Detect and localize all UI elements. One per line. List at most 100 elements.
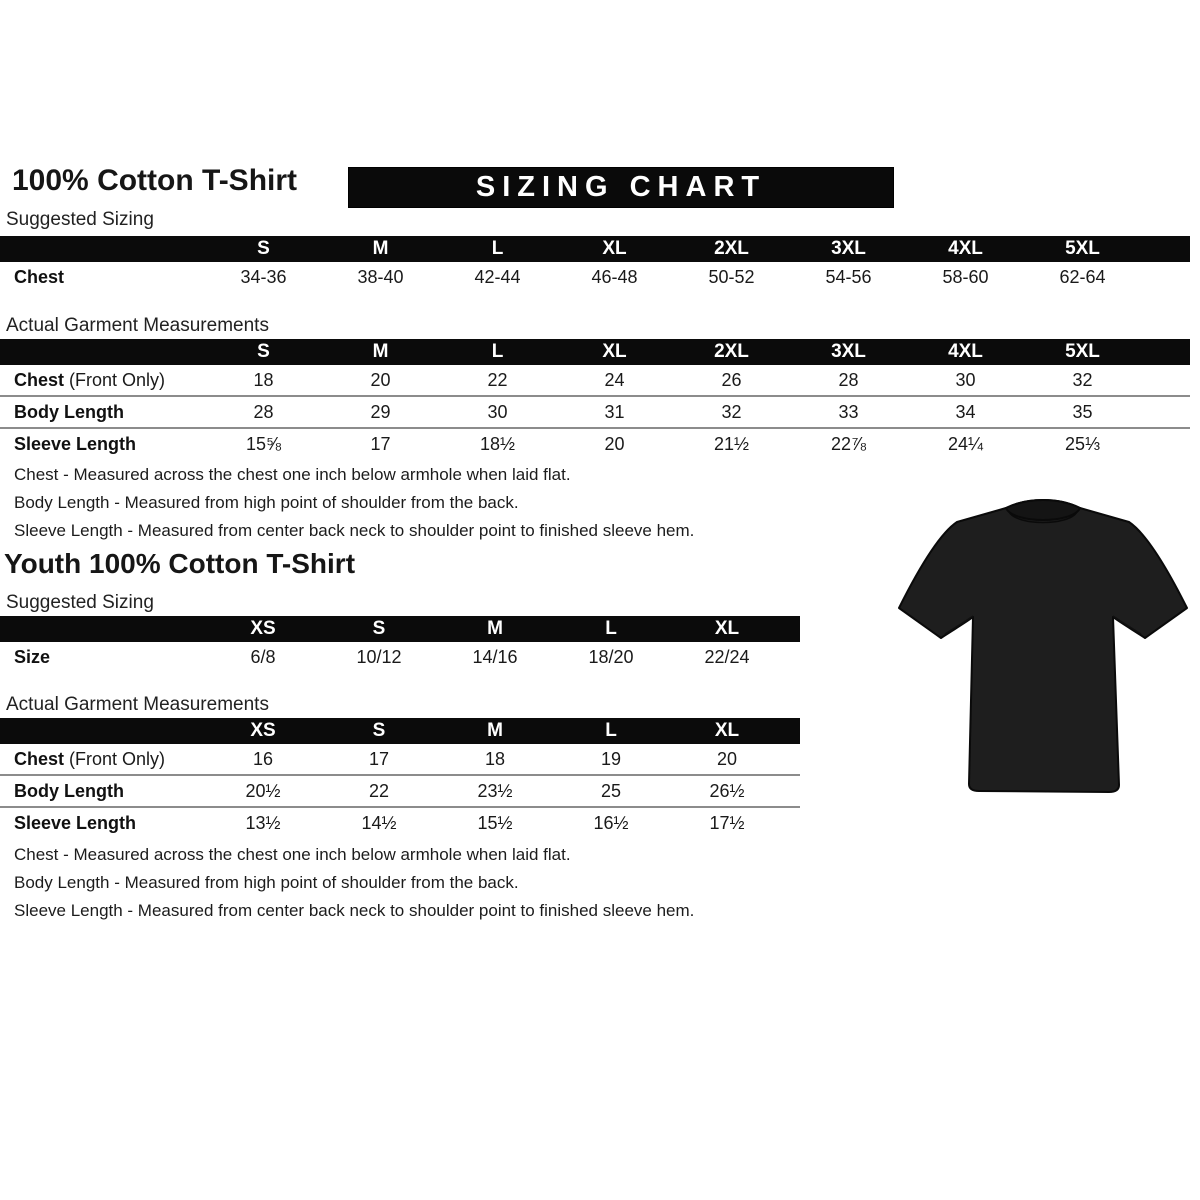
measurement-cell: 6/8: [250, 646, 276, 667]
spacer-cell: [785, 642, 800, 672]
size-column-header: S: [205, 236, 322, 262]
size-column-header: L: [553, 718, 669, 744]
youth-measurement-notes: Chest - Measured across the chest one in…: [14, 841, 694, 925]
measurement-cell: 26½: [669, 774, 785, 807]
youth-suggested-sizing-table: XS S M L XL Size 6/8 10/12 14/16 18/20 22/24: [0, 616, 800, 672]
measurement-cell: 17½: [669, 806, 785, 838]
measurement-cell: 25: [553, 774, 669, 807]
measurement-cell: 38-40: [357, 266, 404, 287]
measurement-cell: 20½: [205, 774, 321, 807]
size-column-header: 5XL: [1024, 236, 1141, 262]
row-label: Chest (Front Only): [14, 748, 166, 769]
spacer-cell: [1141, 365, 1190, 396]
tshirt-left-sleeve-seam: [944, 615, 974, 635]
measurement-cell: 32: [1072, 369, 1093, 390]
tshirt-silhouette: [898, 499, 1188, 793]
tshirt-graphic: [898, 498, 1188, 793]
measurement-cell: 21½: [673, 427, 790, 459]
measurement-cell: 30: [439, 395, 556, 428]
row-label: Size: [14, 646, 51, 667]
measurement-cell: 13½: [205, 806, 321, 838]
measurement-cell: 50-52: [708, 266, 755, 287]
row-label-column-header: [0, 718, 205, 744]
spacer-cell: [785, 718, 800, 744]
tshirt-collar: [1004, 498, 1082, 521]
measurement-cell: 31: [556, 395, 673, 428]
measurement-row: Chest 34-36 38-40 42-44 46-48 50-52 54-56 58-60…: [0, 262, 1190, 292]
adult-measurement-notes: Chest - Measured across the chest one in…: [14, 461, 694, 545]
measurement-cell: 24: [604, 369, 625, 390]
spacer-cell: [1141, 395, 1190, 428]
measurement-cell: 35: [1024, 395, 1141, 428]
row-label: Body Length: [0, 774, 205, 807]
row-label-column-header: [0, 339, 205, 365]
youth-suggested-sizing-label: Suggested Sizing: [6, 592, 154, 613]
size-column-header: 2XL: [673, 236, 790, 262]
size-column-header: M: [437, 718, 553, 744]
adult-suggested-sizing-table: S M L XL 2XL 3XL 4XL 5XL Chest 34-36 38-40 42-44 46-…: [0, 236, 1190, 292]
measurement-note: Body Length - Measured from high point o…: [14, 493, 519, 512]
size-column-header: XL: [669, 616, 785, 642]
measurement-cell: 24¼: [907, 427, 1024, 459]
measurement-cell: 17: [322, 427, 439, 459]
adult-actual-measurements-table: S M L XL 2XL 3XL 4XL 5XL Chest (Front Only) 18 20 2…: [0, 339, 1190, 459]
measurement-cell: 18½: [439, 427, 556, 459]
size-column-header: 5XL: [1024, 339, 1141, 365]
measurement-cell: 29: [322, 395, 439, 428]
youth-section-title: Youth 100% Cotton T-Shirt: [4, 548, 356, 579]
measurement-note: Chest - Measured across the chest one in…: [14, 465, 571, 484]
measurement-cell: 34: [907, 395, 1024, 428]
measurement-cell: 22: [321, 774, 437, 807]
adult-suggested-sizing-label: Suggested Sizing: [6, 209, 154, 230]
measurement-cell: 26: [721, 369, 742, 390]
size-column-header: XS: [205, 616, 321, 642]
measurement-cell: 46-48: [591, 266, 638, 287]
tshirt-collar-seam: [1008, 511, 1078, 524]
size-column-header: M: [322, 339, 439, 365]
spacer-cell: [1141, 262, 1190, 292]
measurement-cell: 14/16: [472, 646, 518, 667]
measurement-cell: 58-60: [942, 266, 989, 287]
size-column-header: S: [205, 339, 322, 365]
measurement-cell: 22⅞: [790, 427, 907, 459]
measurement-note: Chest - Measured across the chest one in…: [14, 845, 571, 864]
spacer-cell: [785, 744, 800, 775]
measurement-row: Body Length 20½ 22 23½ 25 26½: [0, 774, 800, 807]
size-column-header: M: [322, 236, 439, 262]
tshirt-right-sleeve-seam: [1112, 615, 1142, 635]
measurement-cell: 18/20: [588, 646, 634, 667]
measurement-cell: 28: [205, 395, 322, 428]
size-column-header: XL: [556, 339, 673, 365]
spacer-cell: [785, 616, 800, 642]
size-column-header: XL: [556, 236, 673, 262]
measurement-row: Sleeve Length 13½ 14½ 15½ 16½ 17½: [0, 806, 800, 838]
size-column-header: L: [553, 616, 669, 642]
measurement-row: Sleeve Length 15⅝ 17 18½ 20 21½ 22⅞ 24¼ 25⅓: [0, 427, 1190, 459]
measurement-cell: 18: [253, 369, 274, 390]
measurement-cell: 20: [556, 427, 673, 459]
size-column-header: 2XL: [673, 339, 790, 365]
measurement-cell: 14½: [321, 806, 437, 838]
measurement-row: Chest (Front Only) 18 20 22 24 26 28 30 32: [0, 365, 1190, 396]
measurement-cell: 15½: [437, 806, 553, 838]
measurement-cell: 54-56: [825, 266, 872, 287]
size-column-header: S: [321, 616, 437, 642]
youth-actual-measurements-table: XS S M L XL Chest (Front Only) 16 17 18 19 20 Body …: [0, 718, 800, 838]
measurement-cell: 30: [955, 369, 976, 390]
row-label-column-header: [0, 616, 205, 642]
size-column-header: L: [439, 236, 556, 262]
measurement-note: Sleeve Length - Measured from center bac…: [14, 901, 695, 920]
size-column-header: XL: [669, 718, 785, 744]
size-column-header: M: [437, 616, 553, 642]
measurement-cell: 15⅝: [205, 427, 322, 459]
size-column-header: 4XL: [907, 339, 1024, 365]
adult-actual-measurements-label: Actual Garment Measurements: [6, 315, 269, 336]
size-column-header: L: [439, 339, 556, 365]
measurement-row: Chest (Front Only) 16 17 18 19 20: [0, 744, 800, 775]
measurement-cell: 28: [838, 369, 859, 390]
measurement-cell: 16½: [553, 806, 669, 838]
measurement-note: Body Length - Measured from high point o…: [14, 873, 519, 892]
measurement-cell: 18: [484, 748, 506, 769]
measurement-cell: 22/24: [704, 646, 750, 667]
